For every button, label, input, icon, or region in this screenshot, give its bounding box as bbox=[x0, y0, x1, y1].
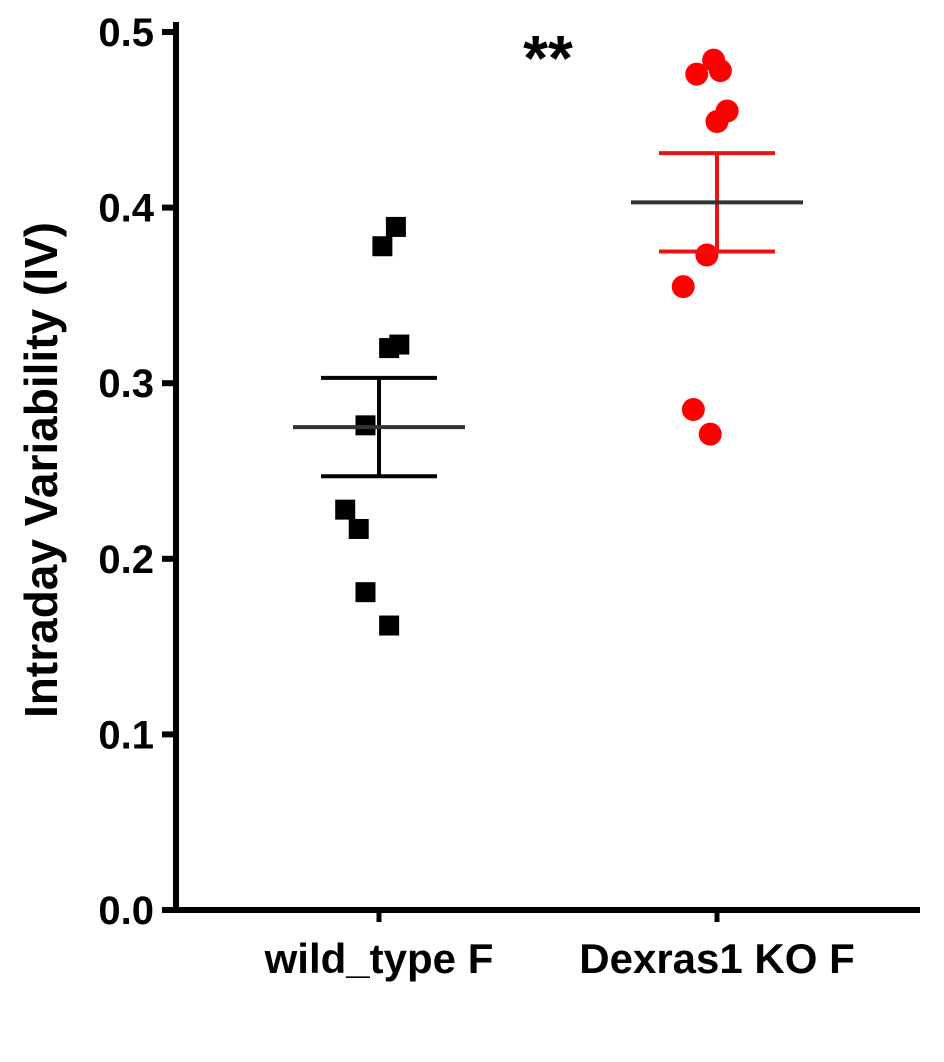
data-point-circle bbox=[705, 110, 729, 134]
axes: 0.0 0.1 0.2 0.3 0.4 0.5 wild_type F Dexras1 KO … bbox=[98, 11, 920, 982]
data-point-circle bbox=[671, 275, 695, 299]
y-tick-label: 0.5 bbox=[98, 11, 154, 55]
data-point-square bbox=[372, 236, 393, 257]
x-tick-label: Dexras1 KO F bbox=[579, 935, 854, 982]
y-tick-label: 0.3 bbox=[98, 362, 154, 406]
data-point-square bbox=[379, 615, 400, 636]
y-tick-label: 0.2 bbox=[98, 538, 154, 582]
x-tick-label: wild_type F bbox=[264, 935, 494, 982]
data-point-square bbox=[355, 582, 376, 603]
significance-label: ** bbox=[523, 22, 573, 94]
data-point-circle bbox=[695, 243, 719, 267]
data-point-circle bbox=[685, 62, 709, 86]
y-tick-label: 0.0 bbox=[98, 889, 154, 933]
data-point-circle bbox=[698, 422, 722, 446]
data-point-circle bbox=[681, 398, 705, 422]
data-point-square bbox=[348, 518, 369, 539]
y-axis-title: Intraday Variability (IV) bbox=[15, 222, 67, 718]
y-tick-label: 0.4 bbox=[98, 187, 154, 231]
mean-sem-bars bbox=[293, 151, 803, 479]
data-marks bbox=[335, 48, 739, 636]
data-point-square bbox=[335, 499, 356, 520]
y-tick-label: 0.1 bbox=[98, 713, 154, 757]
data-point-circle bbox=[708, 59, 732, 83]
data-point-square bbox=[385, 216, 406, 237]
data-point-square bbox=[379, 338, 400, 359]
